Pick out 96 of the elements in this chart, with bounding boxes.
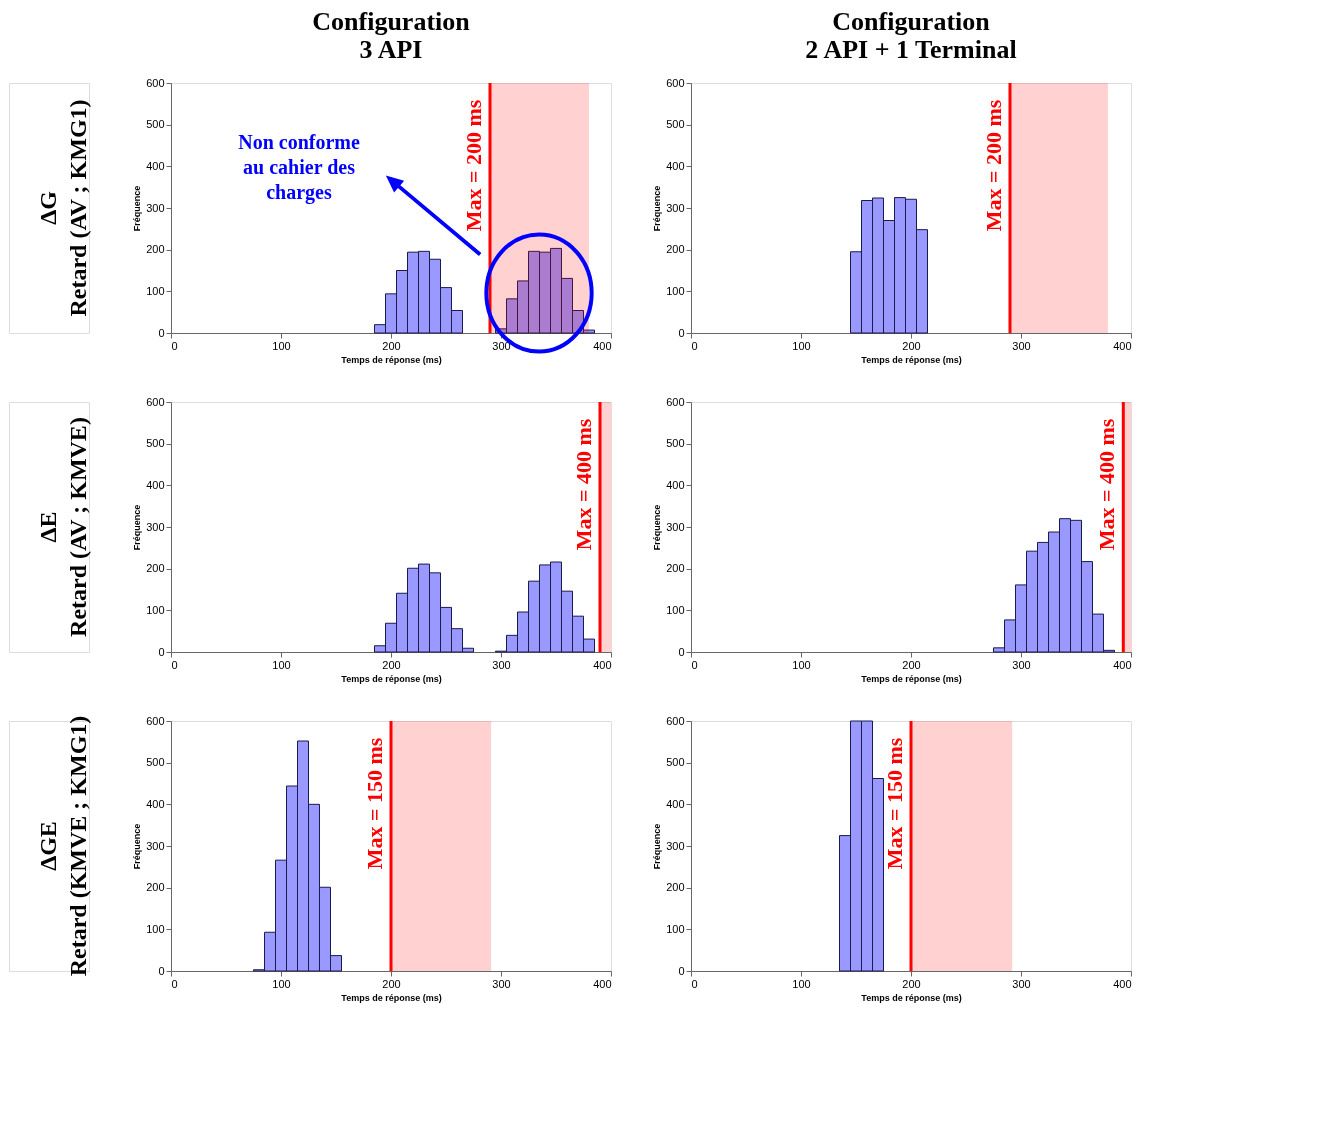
x-tick-label: 200 <box>902 339 921 352</box>
y-tick-label: 500 <box>666 437 685 450</box>
y-axis-title: Fréquence <box>132 823 143 870</box>
x-tick-label: 400 <box>1113 977 1132 990</box>
y-tick-label: 200 <box>666 881 685 894</box>
annotation: Max = 400 ms <box>1094 418 1120 551</box>
y-tick-label: 500 <box>666 118 685 131</box>
x-tick-label: 400 <box>593 977 612 990</box>
x-axis-title: Temps de réponse (ms) <box>861 992 962 1003</box>
y-tick-label: 300 <box>666 520 685 533</box>
y-tick-label: 100 <box>146 603 165 616</box>
text: ΔG Retard (AV ; KMG1) <box>35 99 91 317</box>
y-tick-label: 0 <box>158 964 165 977</box>
annotation: Max = 400 ms <box>571 418 596 551</box>
x-tick-label: 300 <box>492 977 511 990</box>
y-tick-label: 300 <box>146 839 165 852</box>
text: ΔGE Retard (KMVE ; KMG1) <box>35 715 91 977</box>
y-tick-label: 400 <box>666 159 685 172</box>
annotation: Max = 150 ms <box>362 737 387 870</box>
y-tick-label: 400 <box>146 159 165 172</box>
y-tick-label: 200 <box>666 562 685 575</box>
y-tick-label: 0 <box>158 326 165 339</box>
y-tick-label: 300 <box>666 839 685 852</box>
y-tick-label: 300 <box>146 520 165 533</box>
y-tick-label: 100 <box>666 284 685 297</box>
chart-title: Configuration 2 API + 1 Terminal <box>805 7 1017 64</box>
x-tick-label: 100 <box>792 977 811 990</box>
x-tick-label: 200 <box>902 658 921 671</box>
y-tick-label: 100 <box>666 603 685 616</box>
y-tick-label: 600 <box>666 395 685 408</box>
y-tick-label: 600 <box>666 76 685 89</box>
annotation: Max = 200 ms <box>461 99 486 232</box>
x-tick-label: 400 <box>1113 339 1132 352</box>
y-tick-label: 200 <box>146 243 165 256</box>
x-tick-label: 100 <box>272 658 291 671</box>
y-tick-label: 400 <box>666 797 685 810</box>
x-tick-label: 300 <box>1012 658 1031 671</box>
x-tick-label: 100 <box>272 339 291 352</box>
y-tick-label: 200 <box>146 881 165 894</box>
y-axis-title: Fréquence <box>132 185 143 232</box>
y-tick-label: 0 <box>158 645 165 658</box>
y-tick-label: 0 <box>678 645 685 658</box>
x-tick-label: 0 <box>171 658 178 671</box>
y-axis-title: Fréquence <box>652 504 663 551</box>
x-tick-label: 200 <box>902 977 921 990</box>
text: ΔE Retard (AV ; KMVE) <box>35 417 91 637</box>
y-tick-label: 600 <box>666 714 685 727</box>
x-tick-label: 400 <box>593 658 612 671</box>
y-tick-label: 500 <box>666 756 685 769</box>
y-tick-label: 400 <box>146 797 165 810</box>
x-tick-label: 300 <box>1012 977 1031 990</box>
y-tick-label: 0 <box>678 326 685 339</box>
y-tick-label: 100 <box>146 284 165 297</box>
y-axis-title: Fréquence <box>652 823 663 870</box>
x-tick-label: 100 <box>792 339 811 352</box>
x-tick-label: 0 <box>171 339 178 352</box>
y-axis-title: Fréquence <box>652 185 663 232</box>
x-tick-label: 300 <box>1012 339 1031 352</box>
x-tick-label: 300 <box>492 339 511 352</box>
chart-title: Configuration 3 API <box>312 7 471 64</box>
x-tick-label: 0 <box>691 339 698 352</box>
y-tick-label: 600 <box>146 76 165 89</box>
x-axis-title: Temps de réponse (ms) <box>341 992 442 1003</box>
x-tick-label: 200 <box>382 339 401 352</box>
x-axis-title: Temps de réponse (ms) <box>341 354 442 365</box>
y-tick-label: 400 <box>146 478 165 491</box>
x-tick-label: 0 <box>171 977 178 990</box>
x-tick-label: 100 <box>272 977 291 990</box>
x-axis-title: Temps de réponse (ms) <box>861 354 962 365</box>
y-tick-label: 200 <box>666 243 685 256</box>
x-tick-label: 400 <box>1113 658 1132 671</box>
x-tick-label: 400 <box>593 339 612 352</box>
annotation: Max = 200 ms <box>981 99 1006 232</box>
y-tick-label: 400 <box>666 478 685 491</box>
x-tick-label: 100 <box>792 658 811 671</box>
x-axis-title: Temps de réponse (ms) <box>341 673 442 684</box>
annotation: Max = 150 ms <box>882 737 907 870</box>
y-tick-label: 200 <box>146 562 165 575</box>
y-axis-title: Fréquence <box>132 504 143 551</box>
y-tick-label: 0 <box>678 964 685 977</box>
x-tick-label: 300 <box>492 658 511 671</box>
y-tick-label: 500 <box>146 756 165 769</box>
y-tick-label: 100 <box>666 922 685 935</box>
y-tick-label: 100 <box>146 922 165 935</box>
x-tick-label: 0 <box>691 977 698 990</box>
x-tick-label: 200 <box>382 977 401 990</box>
y-tick-label: 300 <box>666 201 685 214</box>
x-tick-label: 0 <box>691 658 698 671</box>
y-tick-label: 300 <box>146 201 165 214</box>
x-axis-title: Temps de réponse (ms) <box>861 673 962 684</box>
y-tick-label: 500 <box>146 437 165 450</box>
x-tick-label: 200 <box>382 658 401 671</box>
y-tick-label: 500 <box>146 118 165 131</box>
y-tick-label: 600 <box>146 395 165 408</box>
annotation: Non conforme au cahier des charges <box>238 131 360 204</box>
y-tick-label: 600 <box>146 714 165 727</box>
